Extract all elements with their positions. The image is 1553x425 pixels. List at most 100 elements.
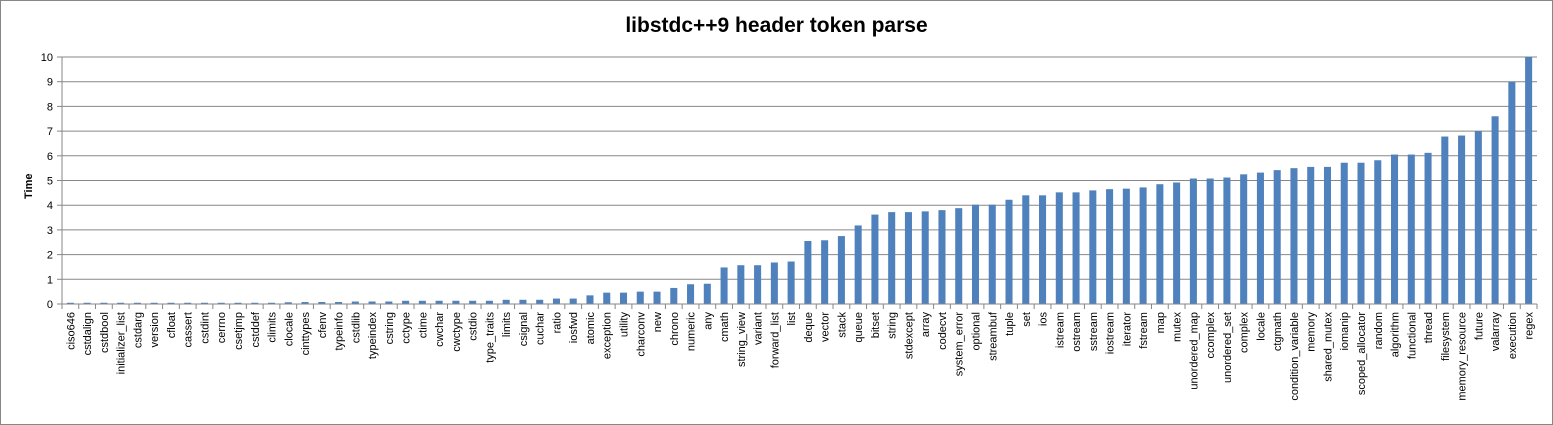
bar xyxy=(1340,162,1348,304)
bar xyxy=(1256,172,1264,304)
bar xyxy=(502,299,510,304)
bar xyxy=(687,284,695,304)
x-tick-label: ctgmath xyxy=(1272,312,1284,351)
bar xyxy=(854,225,862,304)
x-tick-label: cstring xyxy=(384,312,396,344)
bar xyxy=(770,262,778,304)
bar xyxy=(1156,184,1164,304)
x-tick-label: new xyxy=(652,312,664,332)
bar xyxy=(636,291,644,304)
x-tick-label: cmath xyxy=(719,312,731,342)
y-tick-label: 5 xyxy=(47,176,53,188)
bar xyxy=(1089,190,1097,304)
bar xyxy=(318,302,326,304)
x-tick-label: cstdlib xyxy=(350,312,362,343)
bar xyxy=(200,302,208,304)
bar xyxy=(435,300,443,304)
x-tick-label: iomanip xyxy=(1339,312,1351,351)
x-tick-label: cinttypes xyxy=(300,312,312,356)
axes xyxy=(61,57,1537,305)
bar xyxy=(1206,178,1214,304)
x-tick-label: cctype xyxy=(401,312,413,344)
bar xyxy=(150,302,158,304)
y-tick-label: 2 xyxy=(47,250,53,262)
bar xyxy=(737,265,745,304)
bar xyxy=(1039,195,1047,304)
bar xyxy=(1525,57,1533,304)
bar xyxy=(1122,188,1130,304)
bar xyxy=(1290,168,1298,304)
bar xyxy=(100,302,108,304)
x-tick-label: system_error xyxy=(954,312,966,377)
bar xyxy=(133,302,141,304)
x-tick-label: cwchar xyxy=(434,312,446,347)
bar xyxy=(938,210,946,304)
y-tick-label: 10 xyxy=(41,52,53,64)
bar xyxy=(1424,152,1432,304)
bar xyxy=(1441,136,1449,304)
bar xyxy=(971,204,980,304)
bar xyxy=(1189,178,1197,304)
x-tick-label: memory_resource xyxy=(1457,312,1469,401)
x-tick-label: variant xyxy=(753,312,765,345)
x-tick-label: utility xyxy=(619,312,631,338)
x-tick-label: type_traits xyxy=(484,312,496,363)
bar xyxy=(1391,154,1399,304)
x-tick-label: iosfwd xyxy=(568,312,580,343)
y-tick-label: 9 xyxy=(47,77,53,89)
x-tick-label: atomic xyxy=(585,312,597,345)
x-tick-label: climits xyxy=(267,312,279,343)
chart-title: libstdc++9 header token parse xyxy=(625,14,928,37)
bar xyxy=(586,295,594,304)
x-tick-label: string xyxy=(887,312,899,339)
x-tick-label: fstream xyxy=(1138,312,1150,349)
y-tick-label: 3 xyxy=(47,225,53,237)
x-tick-label: cerrno xyxy=(216,312,228,343)
bar xyxy=(301,302,309,304)
bar xyxy=(1240,174,1248,304)
bar xyxy=(569,298,577,304)
y-tick-label: 0 xyxy=(47,299,53,311)
x-tick-label: array xyxy=(920,312,932,338)
y-tick-label: 1 xyxy=(47,274,53,286)
x-tick-label: cstdint xyxy=(199,312,211,344)
x-tick-label: iterator xyxy=(1121,312,1133,347)
x-tick-label: initializer_list xyxy=(116,312,128,374)
bar xyxy=(703,283,711,304)
bar xyxy=(1323,166,1332,304)
x-tick-label: deque xyxy=(803,312,815,343)
x-tick-label: cwctype xyxy=(451,312,463,352)
x-tick-label: iostream xyxy=(1105,312,1117,354)
x-tick-label: exception xyxy=(602,312,614,359)
x-tick-label: ios xyxy=(1038,312,1050,327)
bar xyxy=(66,302,74,304)
x-tick-label: any xyxy=(702,312,714,330)
bar xyxy=(754,265,762,304)
y-tick-label: 8 xyxy=(47,101,53,113)
bar xyxy=(1139,187,1147,304)
x-tick-label: streambuf xyxy=(987,311,999,361)
bar xyxy=(871,214,879,304)
bar xyxy=(804,241,812,304)
bar xyxy=(385,301,393,304)
bar xyxy=(1474,131,1482,304)
bars xyxy=(66,57,1533,304)
y-tick-label: 4 xyxy=(47,200,53,212)
x-tick-label: numeric xyxy=(686,312,698,352)
x-tick-label: cuchar xyxy=(535,312,547,345)
x-tick-label: scoped_allocator xyxy=(1356,312,1368,396)
x-tick-label: istream xyxy=(1054,312,1066,348)
bar xyxy=(402,300,410,304)
gridlines xyxy=(57,56,1538,309)
x-tick-label: vector xyxy=(820,312,832,342)
bar xyxy=(83,302,91,304)
bar xyxy=(368,301,376,304)
x-tick-label: future xyxy=(1473,312,1485,340)
x-tick-label: condition_variable xyxy=(1289,312,1301,401)
x-tick-label: cfenv xyxy=(317,312,329,339)
x-tick-label: complex xyxy=(1239,312,1251,353)
bar xyxy=(720,267,728,304)
x-tick-label: sstream xyxy=(1088,312,1100,351)
x-tick-label: functional xyxy=(1406,312,1418,359)
x-tick-label: cstdbool xyxy=(99,312,111,353)
